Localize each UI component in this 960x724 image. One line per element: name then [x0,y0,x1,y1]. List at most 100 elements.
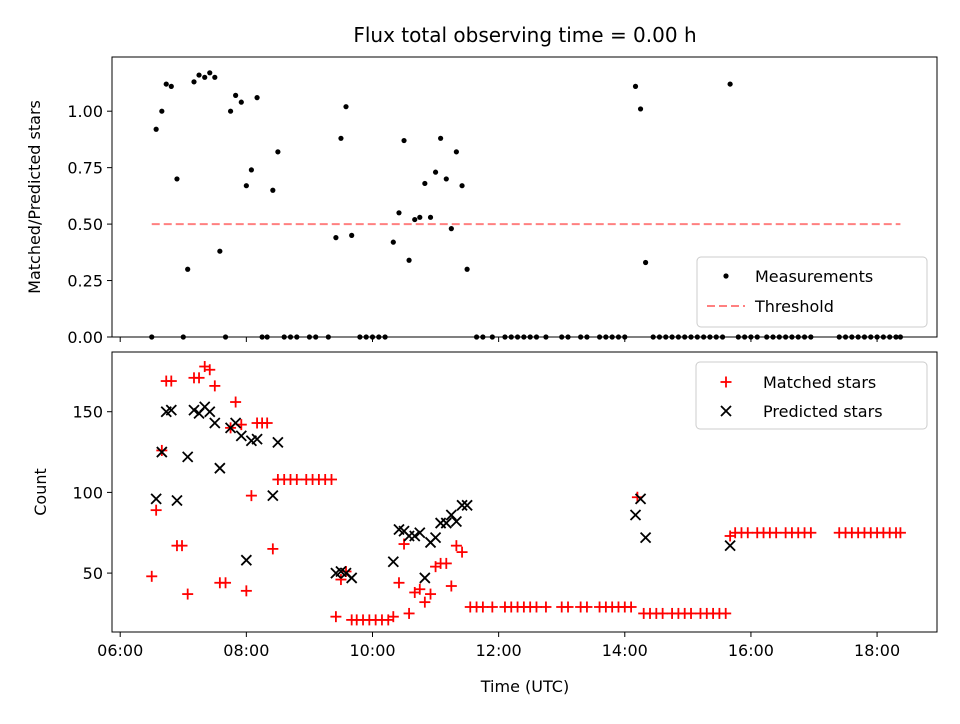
measurements-point [401,137,407,144]
measurements-point [153,126,159,132]
measurements-point [643,259,649,266]
predicted-stars-point [634,493,647,505]
predicted-stars-point [639,531,652,544]
predicted-stars-point [240,554,252,566]
bottom-legend: Matched stars Predicted stars [695,361,928,430]
matched-stars-point [894,527,906,539]
x-tick-label: 18:00 [854,641,900,660]
bottom-axis-ticks: 06:00 08:00 10:00 12:00 14:00 16:00 18:00 50 100… [72,403,900,660]
matched-stars-point [685,607,697,619]
measurements-point [254,95,260,101]
predicted-stars-point [440,517,452,529]
matched-stars-point [657,607,669,619]
legend-measurements-marker [723,273,729,279]
predicted-stars-point [450,515,463,528]
predicted-stars-point [461,499,473,511]
measurements-point [212,74,218,80]
measurements-point [333,235,339,241]
matched-stars-point [419,596,431,608]
matched-stars-point [440,557,452,569]
measurements-point [163,81,169,87]
predicted-stars-point [419,572,431,584]
measurements-point [270,187,276,193]
legend-threshold-label: Threshold [754,297,834,316]
predicted-stars-point [204,406,216,418]
measurements-point [427,214,434,220]
top-axis-ticks: 0.00 0.25 0.50 0.75 1.00 [67,102,878,347]
predicted-stars-point [387,556,399,568]
x-tick-label: 12:00 [476,641,522,660]
matched-stars-point [450,540,462,552]
predicted-stars-point [267,489,279,502]
measurements-point [191,79,197,85]
predicted-stars-point [429,531,442,544]
x-tick-label: 06:00 [97,641,143,660]
matched-stars-point [220,577,232,589]
legend-matched-label: Matched stars [763,373,876,392]
matched-stars-point [182,588,194,600]
measurements-point [438,135,444,141]
bottom-axes-frame [111,351,938,633]
matched-stars-point [770,527,782,539]
top-panel: Flux total observing time = 0.00 h Match… [25,23,938,347]
predicted-stars-point [445,509,457,521]
x-tick-label: 16:00 [728,641,774,660]
matched-stars-point [340,565,352,577]
matched-stars-point [165,375,177,387]
matched-stars-point [150,504,162,516]
matched-stars-point [156,444,168,456]
predicted-stars-point [629,509,642,521]
predicted-stars-point [171,494,183,507]
measurements-point [727,81,733,87]
measurements-point [202,74,208,80]
predicted-stars-point [251,433,263,445]
measurements-point [412,216,418,223]
top-legend: Measurements Threshold [696,256,928,328]
predicted-stars-point [188,404,200,416]
matched-stars-point [720,607,732,619]
measurements-point [217,248,223,254]
matched-stars-point [230,396,242,408]
matched-stars-point [335,574,347,586]
measurements-point [243,183,249,189]
y-tick-label: 50 [83,564,103,583]
predicted-stars-point [724,540,736,552]
top-chart-title: Flux total observing time = 0.00 h [353,23,696,47]
matched-stars-point [805,527,817,539]
measurements-point [343,104,349,110]
predicted-stars-point [346,572,358,584]
predicted-stars-point [414,527,426,539]
legend-predicted-marker [720,405,732,417]
predicted-stars-point [150,493,162,505]
predicted-stars-point [209,417,221,429]
count-series [146,361,906,626]
measurements-point [459,183,465,189]
matched-stars-point [414,583,426,595]
predicted-stars-point [165,404,177,416]
measurements-point [238,99,244,105]
matched-stars-point [530,601,542,613]
top-y-axis-label: Matched/Predicted stars [25,100,44,294]
matched-stars-point [261,417,273,429]
y-tick-label: 1.00 [67,102,103,121]
matched-stars-point [193,372,205,384]
matched-stars-point [176,540,188,552]
measurements-point [338,135,344,141]
matched-stars-point [403,607,415,619]
matched-stars-point [204,364,216,376]
x-axis-label: Time (UTC) [480,677,569,696]
measurements-point [233,92,239,98]
matched-stars-point [267,543,279,555]
matched-stars-point [209,380,221,392]
measurements-point [390,239,396,245]
legend-matched-marker [720,376,732,388]
measurements-point [396,210,402,216]
matched-stars-point [425,588,437,600]
matched-stars-point [742,527,754,539]
measurements-point [275,149,281,155]
matched-stars-point [325,473,337,485]
measurements-point [174,176,180,182]
measurements-point [196,72,202,78]
matched-stars-point [245,490,257,502]
